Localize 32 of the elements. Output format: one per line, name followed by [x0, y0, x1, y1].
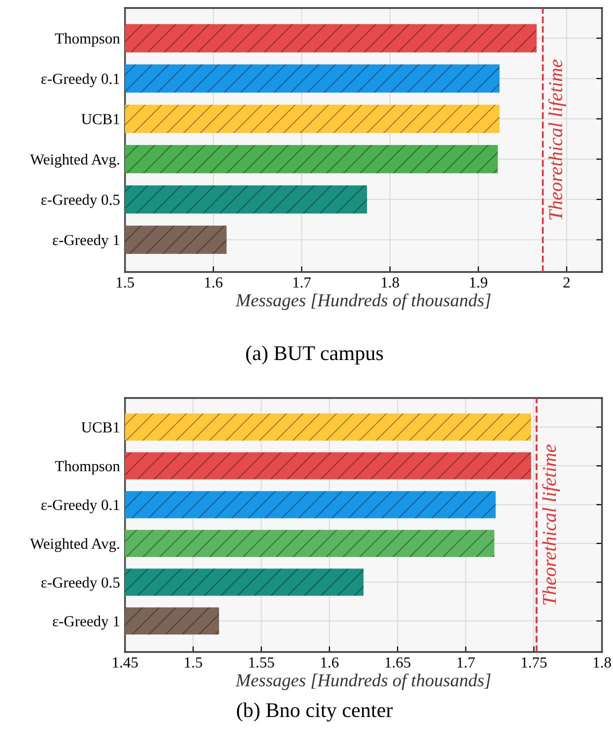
- x-tick-label: 1.55: [249, 657, 274, 668]
- x-axis-title: Messages [Hundreds of thousands]: [235, 293, 490, 310]
- ref-line-label: Theorethical lifetime: [548, 60, 566, 220]
- x-tick-label: 2: [564, 277, 570, 288]
- y-tick-label: ε-Greedy 0.1: [41, 73, 120, 88]
- ref-line-label: Theorethical lifetime: [542, 444, 560, 605]
- x-axis-title: Messages [Hundreds of thousands]: [235, 673, 490, 690]
- x-tick-label: 1.5: [116, 277, 134, 288]
- x-tick-label: 1.8: [594, 657, 611, 668]
- x-tick-label: 1.65: [386, 657, 410, 668]
- y-tick-label: UCB1: [81, 114, 120, 124]
- x-tick-label: 1.7: [293, 277, 311, 288]
- text: (a) BUT campus: [246, 346, 383, 364]
- y-tick-label: ε-Greedy 0.5: [41, 194, 120, 208]
- y-tick-label: UCB1: [81, 422, 120, 433]
- x-tick-label: 1.6: [321, 657, 339, 668]
- y-tick-label: ε-Greedy 0.1: [41, 499, 120, 514]
- x-tick-label: 1.5: [184, 657, 202, 668]
- y-tick-label: Weighted Avg.: [30, 538, 120, 552]
- x-tick-label: 1.8: [382, 277, 399, 288]
- y-tick-label: Thompson: [55, 32, 120, 47]
- y-tick-label: Weighted Avg.: [30, 154, 120, 168]
- x-tick-label: 1.45: [112, 657, 138, 668]
- y-tick-label: ε-Greedy 0.5: [41, 576, 120, 591]
- x-tick-label: 1.75: [522, 657, 547, 668]
- y-tick-label: ε-Greedy 1: [52, 234, 120, 248]
- x-tick-label: 1.6: [205, 277, 222, 288]
- x-tick-label: 1.7: [458, 657, 475, 668]
- x-tick-label: 1.9: [470, 277, 488, 288]
- text: (b) Bno city center: [236, 702, 393, 722]
- y-tick-label: Thompson: [55, 460, 120, 474]
- y-tick-label: ε-Greedy 1: [52, 616, 120, 630]
